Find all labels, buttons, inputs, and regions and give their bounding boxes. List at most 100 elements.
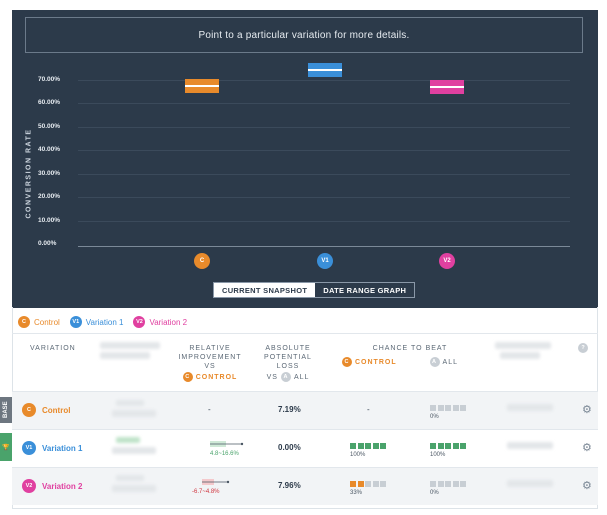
meter-cell	[380, 481, 386, 487]
meter-cell	[445, 481, 451, 487]
chart-bar-v2[interactable]	[430, 80, 464, 95]
header-control-ref: C CONTROL	[175, 372, 245, 382]
control-badge-icon: C	[18, 316, 30, 328]
variation-2-badge-icon: V2	[22, 479, 36, 493]
redacted-header	[495, 342, 551, 349]
redacted-value	[112, 410, 156, 417]
meter-cell	[357, 481, 364, 487]
redacted-value	[507, 404, 553, 411]
chart-bar-v1[interactable]	[308, 62, 342, 77]
all-badge-icon: A	[429, 357, 440, 367]
divider	[12, 429, 598, 430]
gridline	[78, 150, 570, 151]
header-absolute-potential-loss: ABSOLUTE POTENTIAL LOSS VS A ALL	[255, 344, 321, 382]
current-snapshot-tab[interactable]: CURRENT SNAPSHOT	[214, 283, 316, 297]
redacted-value	[112, 485, 156, 492]
chance-all-meter	[430, 405, 466, 411]
date-range-graph-tab[interactable]: DATE RANGE GRAPH	[315, 283, 415, 297]
meter-cell	[437, 405, 444, 411]
header-text: VS	[204, 363, 216, 370]
control-badge-icon: C	[182, 372, 193, 382]
meter-cell	[437, 443, 444, 449]
redacted-value	[116, 400, 144, 406]
legend-item-variation-1[interactable]: V1 Variation 1	[69, 316, 123, 328]
header-chance-control: C CONTROL	[342, 357, 397, 367]
variation-1-badge-icon: V1	[22, 441, 36, 455]
potential-loss: 7.96%	[278, 481, 301, 490]
meter-cell	[365, 443, 371, 449]
redacted-value	[116, 437, 140, 443]
chance-all-pct: 100%	[430, 452, 446, 458]
divider	[12, 467, 598, 468]
y-axis-label: CONVERSION RATE	[25, 128, 33, 219]
meter-cell	[460, 481, 466, 487]
legend-label: Variation 2	[149, 317, 188, 327]
bar-midline	[185, 84, 219, 87]
view-toggle: CURRENT SNAPSHOT DATE RANGE GRAPH	[213, 282, 416, 298]
header-relative-improvement: RELATIVE IMPROVEMENT VS C CONTROL	[175, 344, 245, 382]
y-tick-label: 50.00%	[38, 123, 61, 130]
header-text: IMPROVEMENT	[178, 354, 242, 361]
improvement-range: -6.7~4.8%	[192, 489, 220, 495]
gridline	[78, 127, 570, 128]
redacted-value	[116, 475, 144, 481]
x-axis-badge-v2[interactable]: V2	[439, 253, 455, 269]
header-text: LOSS	[276, 363, 300, 370]
divider	[12, 333, 598, 334]
y-tick-label: 20.00%	[38, 193, 61, 200]
x-axis-badge-v1[interactable]: V1	[317, 253, 333, 269]
winner-trophy-icon: 🏆	[0, 433, 12, 461]
chart-hint: Point to a particular variation for more…	[25, 17, 583, 53]
header-text: ALL	[293, 373, 310, 381]
gear-icon[interactable]: ⚙	[582, 480, 592, 492]
gear-icon[interactable]: ⚙	[582, 442, 592, 454]
meter-cell	[350, 443, 356, 449]
legend-label: Control	[34, 317, 60, 327]
x-axis-baseline	[78, 246, 570, 247]
meter-cell	[350, 481, 356, 487]
meter-cell	[437, 481, 444, 487]
chart-bar-c[interactable]	[185, 78, 219, 93]
variation-1-badge-icon: V1	[69, 316, 82, 328]
header-text: CHANCE TO BEAT	[372, 345, 448, 352]
divider	[12, 391, 598, 392]
relative-improvement: -	[208, 405, 211, 414]
x-axis-badge-c[interactable]: C	[194, 253, 210, 269]
legend-item-variation-2[interactable]: V2 Variation 2	[133, 316, 187, 328]
y-tick-label: 60.00%	[38, 99, 61, 106]
all-badge-icon: A	[280, 372, 291, 382]
legend-item-control[interactable]: C Control	[18, 316, 60, 328]
variation-name[interactable]: V2 Variation 2	[22, 479, 82, 493]
meter-cell	[460, 443, 466, 449]
meter-cell	[372, 443, 379, 449]
improvement-range-bar	[210, 441, 244, 447]
meter-cell	[372, 481, 379, 487]
bar-midline	[308, 68, 342, 71]
redacted-value	[112, 447, 156, 454]
chance-control-pct: 100%	[350, 452, 366, 458]
chance-all-meter	[430, 443, 466, 449]
header-text: RELATIVE	[189, 345, 231, 352]
chance-control-meter	[350, 481, 386, 487]
gridline	[78, 174, 570, 175]
gridline	[78, 221, 570, 222]
header-text: CONTROL	[195, 373, 238, 381]
gridline	[78, 197, 570, 198]
variation-name[interactable]: V1 Variation 1	[22, 441, 82, 455]
variation-name[interactable]: C Control	[22, 403, 70, 417]
redacted-value	[507, 442, 553, 449]
chance-all-pct: 0%	[430, 414, 439, 420]
header-text: ABSOLUTE	[265, 345, 311, 352]
header-chance-all: A ALL	[429, 357, 458, 367]
meter-cell	[430, 481, 436, 487]
table-row-variation-1: V1 Variation 1 4.8~16.6% 0.00% 100% 100%…	[12, 430, 598, 467]
meter-cell	[430, 405, 436, 411]
gear-icon[interactable]: ⚙	[582, 404, 592, 416]
chart-panel: Point to a particular variation for more…	[12, 10, 598, 308]
gridline	[78, 80, 570, 81]
help-icon[interactable]: ?	[578, 343, 588, 353]
header-all-ref: VS A ALL	[255, 372, 321, 382]
header-text: CONTROL	[355, 358, 397, 366]
header-chance-to-beat: CHANCE TO BEAT C CONTROL A ALL	[340, 344, 480, 367]
variation-label: Control	[42, 405, 71, 415]
